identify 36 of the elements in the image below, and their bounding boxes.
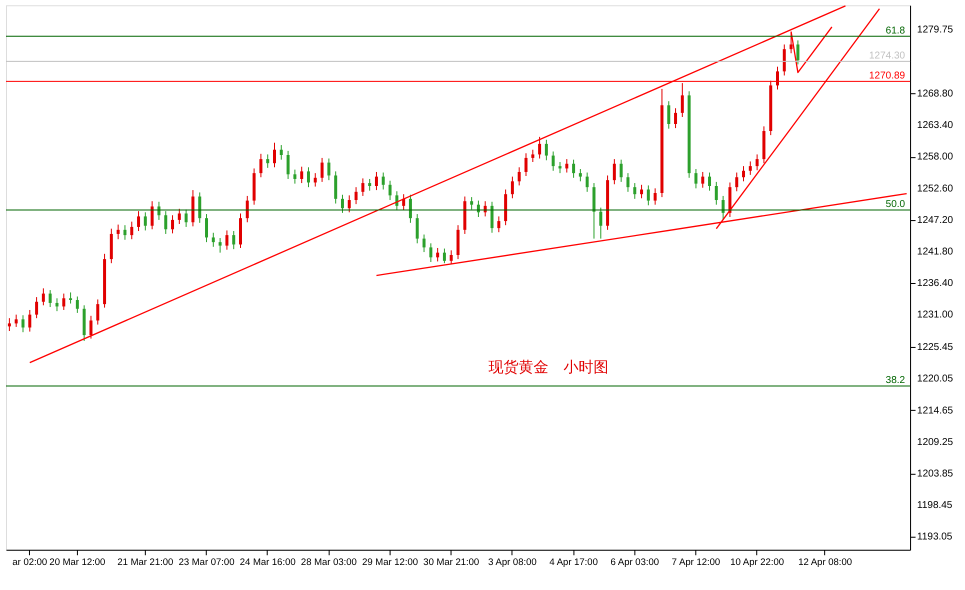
y-tick-label: 1220.05 (917, 374, 954, 385)
x-tick-label: 10 Apr 22:00 (730, 557, 784, 568)
y-tick-label: 1258.00 (917, 152, 954, 163)
y-tick-label: 1252.60 (917, 183, 954, 194)
y-tick-label: 1203.85 (917, 468, 954, 480)
x-tick-label: 21 Mar 21:00 (117, 557, 174, 568)
x-tick-label: 7 Apr 12:00 (672, 557, 720, 568)
y-tick-label: 1247.20 (917, 214, 954, 226)
y-tick-label: 1268.80 (917, 88, 954, 100)
x-tick-label: 30 Mar 21:00 (423, 557, 480, 568)
y-tick-label: 1209.25 (917, 436, 954, 448)
y-tick-label: 1193.05 (917, 532, 953, 543)
y-tick-label: 1263.40 (917, 120, 954, 132)
x-tick-label: 28 Mar 03:00 (300, 557, 357, 568)
y-tick-label: 1279.75 (917, 24, 954, 36)
x-tick-label: 6 Apr 03:00 (610, 557, 660, 568)
ref-line-label: 1270.89 (869, 70, 906, 82)
x-tick-label: 3 Apr 08:00 (488, 557, 537, 568)
x-tick-label: 20 Mar 12:00 (49, 557, 106, 568)
y-tick-label: 1236.40 (917, 278, 954, 290)
y-tick-label: 1225.45 (917, 342, 954, 354)
annotation: 61.8 (886, 25, 906, 36)
annotation: 50.0 (886, 198, 906, 210)
y-tick-label: 1231.00 (917, 310, 954, 321)
y-tick-label: 1214.65 (917, 405, 954, 416)
x-tick-label: 24 Mar 16:00 (240, 557, 296, 568)
annotation: 现货黄金 小时图 (488, 358, 608, 376)
ref-line-label: 1274.30 (869, 50, 906, 62)
x-tick-label: 4 Apr 17:00 (549, 557, 598, 568)
y-tick-label: 1198.45 (917, 500, 953, 511)
y-tick-label: 1241.80 (917, 246, 954, 258)
x-tick-label: 29 Mar 12:00 (362, 557, 418, 568)
x-tick-label: ar 02:00 (12, 557, 48, 568)
annotation: 38.2 (886, 374, 906, 386)
x-tick-label: 12 Apr 08:00 (798, 557, 852, 568)
x-tick-label: 23 Mar 07:00 (178, 557, 234, 568)
